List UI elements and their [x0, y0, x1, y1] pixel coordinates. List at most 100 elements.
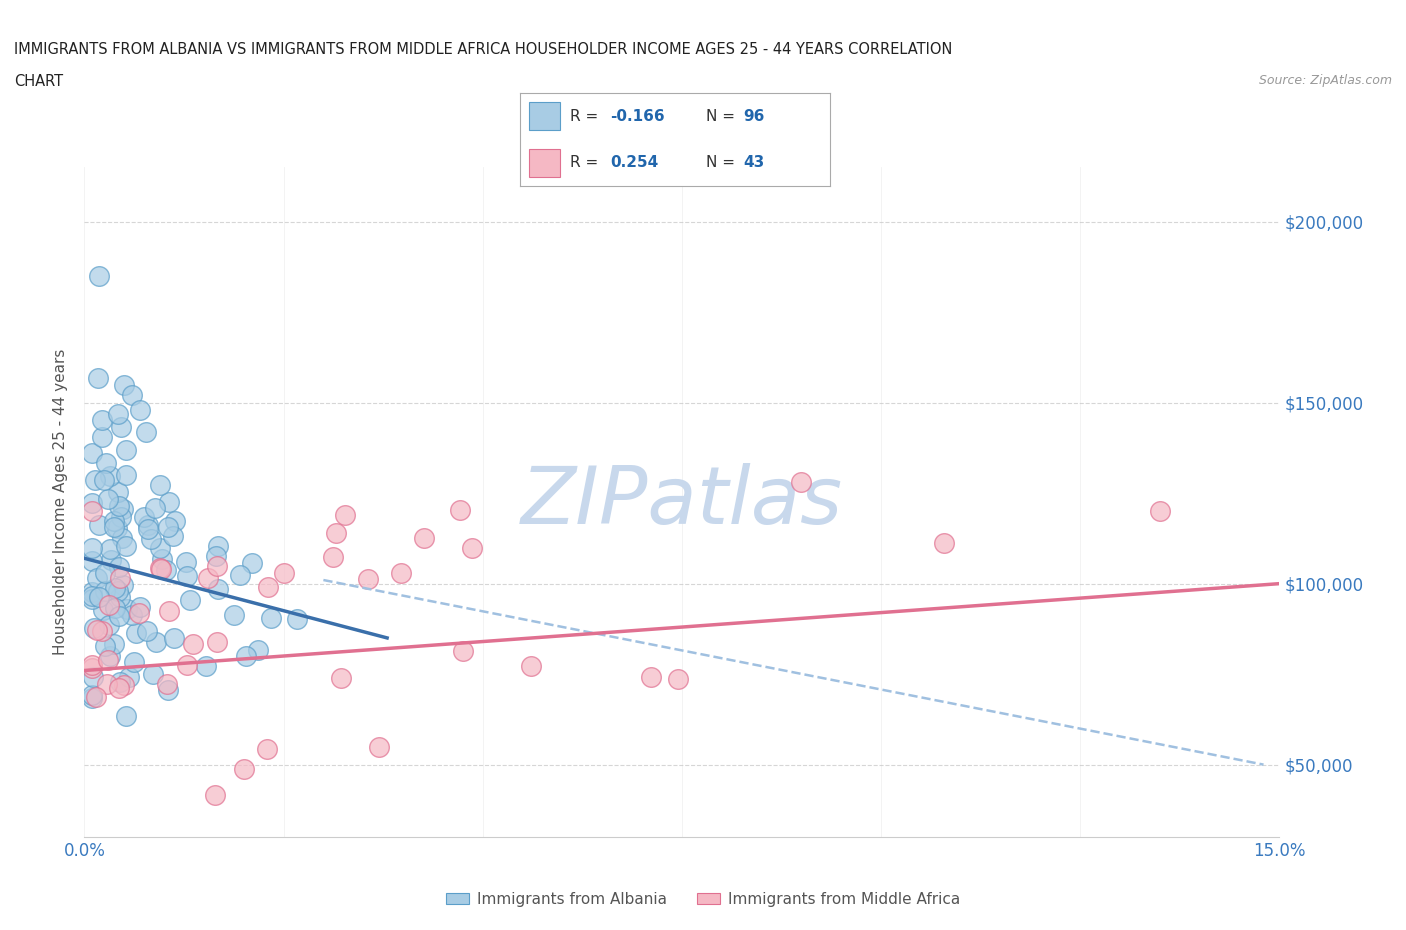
Point — [413, 531, 436, 546]
Point — [103, 637, 125, 652]
Point — [97, 618, 120, 632]
Point — [82, 584, 104, 599]
Point — [111, 502, 134, 517]
Point — [82, 591, 104, 606]
Text: N =: N = — [706, 109, 740, 124]
Y-axis label: Householder Income Ages 25 - 44 years: Householder Income Ages 25 - 44 years — [53, 349, 69, 656]
Point — [83, 620, 105, 635]
Point — [176, 658, 198, 672]
Text: -0.166: -0.166 — [610, 109, 665, 124]
Point — [121, 388, 143, 403]
Point — [205, 548, 228, 563]
Point — [330, 671, 353, 685]
Point — [112, 678, 135, 693]
Text: 0.254: 0.254 — [610, 155, 658, 170]
Point — [149, 541, 172, 556]
Point — [150, 551, 173, 566]
Point — [666, 671, 689, 686]
Point — [179, 592, 201, 607]
Point — [114, 443, 136, 458]
Point — [97, 491, 120, 506]
Point — [135, 425, 157, 440]
Point — [107, 485, 129, 499]
Point — [233, 762, 256, 777]
Point — [640, 670, 662, 684]
Text: 43: 43 — [742, 155, 765, 170]
Point — [82, 691, 104, 706]
Point — [82, 661, 104, 676]
Point — [124, 655, 146, 670]
Point — [82, 688, 104, 703]
Point — [91, 603, 114, 618]
Point — [87, 518, 110, 533]
Point — [257, 580, 280, 595]
Point — [1149, 504, 1171, 519]
Point — [449, 502, 471, 517]
Point — [94, 565, 117, 580]
Point — [82, 503, 104, 518]
Point — [139, 532, 162, 547]
Point — [90, 624, 112, 639]
Point — [176, 568, 198, 583]
Point — [222, 607, 245, 622]
Point — [103, 520, 125, 535]
Point — [132, 510, 155, 525]
Point — [97, 653, 120, 668]
Point — [273, 565, 295, 580]
Point — [82, 670, 104, 684]
Point — [107, 608, 129, 623]
Point — [155, 563, 177, 578]
Point — [205, 634, 228, 649]
Point — [156, 683, 179, 698]
Point — [157, 519, 180, 534]
Point — [86, 571, 108, 586]
Point — [98, 541, 121, 556]
Point — [240, 555, 263, 570]
Point — [108, 590, 131, 604]
Point — [461, 540, 484, 555]
Point — [110, 510, 132, 525]
Point — [89, 590, 111, 604]
Point — [84, 689, 107, 704]
Point — [229, 567, 252, 582]
Point — [121, 607, 143, 622]
Point — [136, 624, 159, 639]
Point — [934, 536, 956, 551]
Point — [117, 602, 139, 617]
Point — [256, 741, 278, 756]
Text: ZIPatlas: ZIPatlas — [520, 463, 844, 541]
Point — [82, 658, 104, 672]
Point — [790, 475, 813, 490]
Point — [162, 529, 184, 544]
Bar — [530, 102, 561, 130]
Point — [107, 584, 129, 599]
Point — [136, 517, 159, 532]
Text: IMMIGRANTS FROM ALBANIA VS IMMIGRANTS FROM MIDDLE AFRICA HOUSEHOLDER INCOME AGES: IMMIGRANTS FROM ALBANIA VS IMMIGRANTS FR… — [14, 42, 952, 57]
Point — [128, 605, 150, 620]
Point — [207, 538, 229, 553]
Point — [110, 570, 132, 585]
Point — [155, 676, 177, 691]
Point — [87, 371, 110, 386]
Point — [82, 553, 104, 568]
Point — [138, 522, 160, 537]
Point — [98, 648, 121, 663]
Point — [181, 636, 204, 651]
Point — [98, 598, 121, 613]
Point — [333, 508, 356, 523]
Point — [91, 412, 114, 427]
Point — [103, 514, 125, 529]
Point — [357, 572, 380, 587]
Point — [207, 559, 229, 574]
Point — [82, 540, 104, 555]
Point — [107, 681, 129, 696]
Point — [246, 643, 269, 658]
Text: R =: R = — [569, 109, 603, 124]
Point — [94, 584, 117, 599]
Point — [112, 578, 135, 592]
Point — [82, 496, 104, 511]
Point — [325, 525, 347, 540]
Text: 96: 96 — [742, 109, 765, 124]
Point — [90, 430, 112, 445]
Text: N =: N = — [706, 155, 740, 170]
